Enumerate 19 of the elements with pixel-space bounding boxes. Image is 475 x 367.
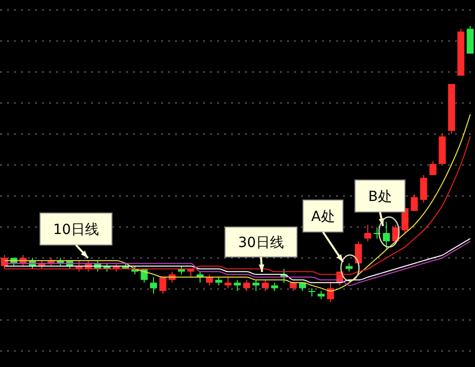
candlestick <box>224 276 232 289</box>
candlestick <box>159 276 166 294</box>
candlestick <box>252 279 260 292</box>
candlestick <box>420 174 428 204</box>
annotation: 10日线 <box>53 222 99 238</box>
candlestick <box>364 224 372 242</box>
annotation: B处 <box>368 189 392 205</box>
candlestick <box>382 221 390 250</box>
annotation: 30日线 <box>238 235 284 251</box>
candlestick <box>326 282 334 302</box>
candlestick <box>234 279 241 292</box>
candlestick <box>262 279 269 292</box>
candlestick <box>429 160 436 176</box>
candlestick <box>243 279 250 292</box>
candlestick <box>308 288 316 297</box>
candlestick <box>410 194 418 212</box>
candlestick <box>206 274 213 286</box>
annotation: A处 <box>311 209 335 225</box>
candlestick <box>150 276 158 294</box>
